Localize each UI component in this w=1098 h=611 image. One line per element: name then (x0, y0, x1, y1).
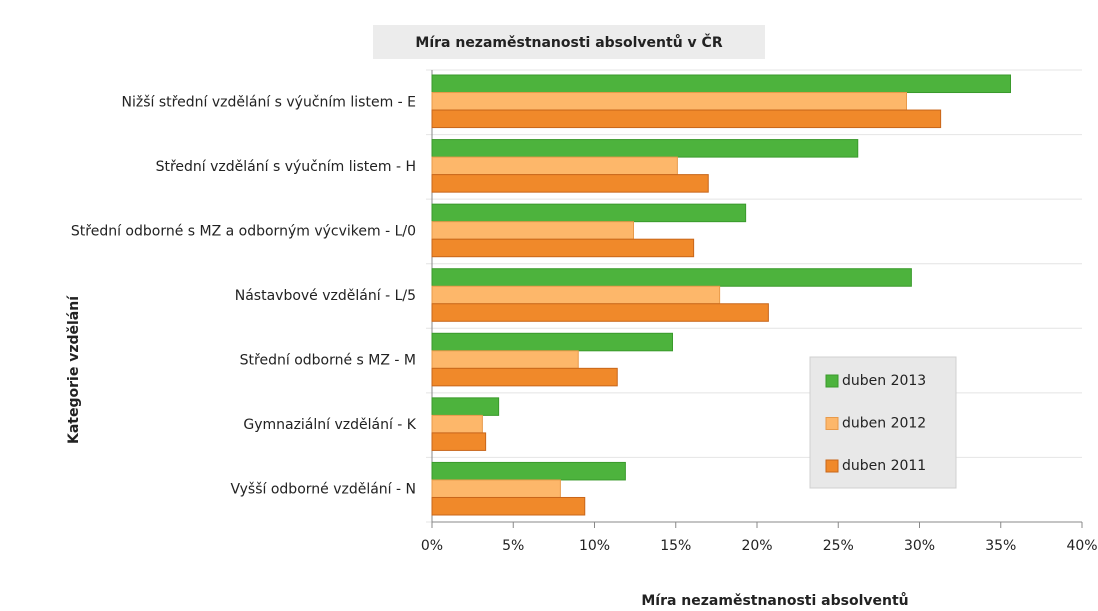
legend-swatch (825, 374, 839, 388)
x-tick-label: 5% (502, 538, 524, 554)
legend-swatch (825, 459, 839, 473)
x-axis-label: Míra nezaměstnanosti absolventů (641, 592, 908, 609)
bar (431, 174, 709, 193)
chart-title: Míra nezaměstnanosti absolventů v ČR (415, 33, 722, 51)
bar (431, 397, 500, 416)
bar (431, 367, 618, 387)
legend-label: duben 2011 (842, 458, 926, 474)
y-tick-label: Střední odborné s MZ - M (240, 353, 416, 369)
bar (431, 350, 579, 369)
bar (431, 268, 912, 287)
x-tick-label: 40% (1066, 538, 1097, 554)
title-box (373, 25, 765, 59)
bar (431, 203, 747, 223)
bar (431, 109, 942, 129)
bar (431, 414, 483, 434)
bar (431, 461, 626, 481)
x-tick-label: 25% (823, 538, 854, 554)
legend-swatch (825, 417, 839, 430)
bar (431, 432, 487, 451)
bar (431, 332, 673, 352)
x-tick-label: 15% (660, 538, 691, 554)
x-tick-label: 0% (421, 538, 443, 554)
bar (431, 479, 561, 498)
x-tick-label: 30% (904, 538, 935, 554)
y-tick-label: Střední odborné s MZ a odborným výcvikem… (71, 223, 416, 239)
y-axis-label: Kategorie vzdělání (66, 295, 82, 444)
bar (431, 74, 1011, 94)
y-tick-label: Nástavbové vzdělání - L/5 (235, 288, 416, 304)
bar (431, 139, 859, 158)
y-tick-label: Vyšší odborné vzdělání - N (230, 482, 416, 498)
bar (431, 92, 907, 111)
bar (431, 238, 695, 258)
legend-label: duben 2012 (842, 416, 926, 432)
bar (431, 496, 586, 516)
bar (431, 303, 769, 322)
x-tick-label: 20% (741, 538, 772, 554)
y-tick-label: Gymnaziální vzdělání - K (243, 417, 416, 433)
x-tick-label: 35% (985, 538, 1016, 554)
bar (431, 156, 678, 176)
bar (431, 221, 634, 240)
y-tick-label: Nižší střední vzdělání s výučním listem … (122, 94, 416, 110)
bar (431, 285, 721, 305)
legend-label: duben 2013 (842, 373, 926, 389)
y-tick-label: Střední vzdělání s výučním listem - H (156, 159, 416, 175)
x-tick-label: 10% (579, 538, 610, 554)
